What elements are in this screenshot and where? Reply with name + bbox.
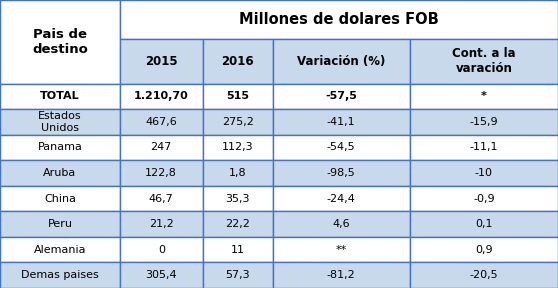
Bar xyxy=(0,262,120,288)
Bar xyxy=(203,39,273,84)
Bar xyxy=(410,39,558,84)
Bar xyxy=(203,84,273,109)
Bar xyxy=(120,237,203,262)
Text: 275,2: 275,2 xyxy=(222,117,254,127)
Bar xyxy=(120,135,203,160)
Text: Estados
Unidos: Estados Unidos xyxy=(38,111,82,133)
Text: Alemania: Alemania xyxy=(33,245,86,255)
Text: 0,9: 0,9 xyxy=(475,245,493,255)
Bar xyxy=(273,186,410,211)
Text: -98,5: -98,5 xyxy=(327,168,355,178)
Text: -24,4: -24,4 xyxy=(327,194,355,204)
Bar xyxy=(0,211,120,237)
Bar xyxy=(203,135,273,160)
Bar xyxy=(410,211,558,237)
Bar xyxy=(120,262,203,288)
Text: 11: 11 xyxy=(230,245,245,255)
Bar xyxy=(273,237,410,262)
Bar xyxy=(273,160,410,186)
Bar xyxy=(273,109,410,135)
Text: 305,4: 305,4 xyxy=(146,270,177,280)
Text: 112,3: 112,3 xyxy=(222,143,253,152)
Bar xyxy=(0,186,120,211)
Bar xyxy=(203,186,273,211)
Bar xyxy=(410,262,558,288)
Text: 2015: 2015 xyxy=(145,55,177,68)
Text: -41,1: -41,1 xyxy=(327,117,355,127)
Text: 0: 0 xyxy=(158,245,165,255)
Text: -15,9: -15,9 xyxy=(469,117,498,127)
Text: Peru: Peru xyxy=(47,219,73,229)
Bar xyxy=(410,237,558,262)
Text: 2016: 2016 xyxy=(222,55,254,68)
Bar xyxy=(120,211,203,237)
Text: 4,6: 4,6 xyxy=(333,219,350,229)
Text: 22,2: 22,2 xyxy=(225,219,250,229)
Bar xyxy=(0,135,120,160)
Text: **: ** xyxy=(335,245,347,255)
Text: 21,2: 21,2 xyxy=(149,219,174,229)
Bar xyxy=(203,109,273,135)
Bar xyxy=(120,160,203,186)
Text: -81,2: -81,2 xyxy=(327,270,355,280)
Text: TOTAL: TOTAL xyxy=(40,91,80,101)
Text: Pais de
destino: Pais de destino xyxy=(32,28,88,56)
Text: Aruba: Aruba xyxy=(44,168,76,178)
Text: Cont. a la
varación: Cont. a la varación xyxy=(452,47,516,75)
Bar xyxy=(120,186,203,211)
Bar xyxy=(120,84,203,109)
Bar xyxy=(0,84,120,109)
Bar xyxy=(203,237,273,262)
Bar xyxy=(410,135,558,160)
Text: Variación (%): Variación (%) xyxy=(297,55,386,68)
Text: 46,7: 46,7 xyxy=(149,194,174,204)
Bar xyxy=(120,0,558,39)
Bar xyxy=(0,160,120,186)
Text: China: China xyxy=(44,194,76,204)
Bar xyxy=(410,186,558,211)
Text: Millones de dolares FOB: Millones de dolares FOB xyxy=(239,12,439,27)
Bar xyxy=(203,262,273,288)
Text: 1,8: 1,8 xyxy=(229,168,247,178)
Bar xyxy=(410,109,558,135)
Text: 467,6: 467,6 xyxy=(146,117,177,127)
Bar xyxy=(0,237,120,262)
Bar xyxy=(410,84,558,109)
Text: Demas paises: Demas paises xyxy=(21,270,99,280)
Text: -20,5: -20,5 xyxy=(469,270,498,280)
Text: *: * xyxy=(481,91,487,101)
Text: 57,3: 57,3 xyxy=(225,270,250,280)
Bar xyxy=(273,135,410,160)
Bar xyxy=(410,160,558,186)
Text: -10: -10 xyxy=(475,168,493,178)
Text: -11,1: -11,1 xyxy=(469,143,498,152)
Text: 247: 247 xyxy=(151,143,172,152)
Bar xyxy=(0,109,120,135)
Text: 35,3: 35,3 xyxy=(225,194,250,204)
Text: -54,5: -54,5 xyxy=(327,143,355,152)
Bar xyxy=(120,109,203,135)
Text: -57,5: -57,5 xyxy=(325,91,357,101)
Bar xyxy=(0,0,120,84)
Bar xyxy=(203,211,273,237)
Text: 0,1: 0,1 xyxy=(475,219,493,229)
Text: -0,9: -0,9 xyxy=(473,194,494,204)
Text: 1.210,70: 1.210,70 xyxy=(134,91,189,101)
Text: Panama: Panama xyxy=(37,143,83,152)
Bar xyxy=(120,39,203,84)
Bar xyxy=(273,262,410,288)
Bar xyxy=(273,211,410,237)
Bar xyxy=(273,84,410,109)
Text: 515: 515 xyxy=(226,91,249,101)
Bar xyxy=(273,39,410,84)
Text: 122,8: 122,8 xyxy=(145,168,177,178)
Bar xyxy=(203,160,273,186)
